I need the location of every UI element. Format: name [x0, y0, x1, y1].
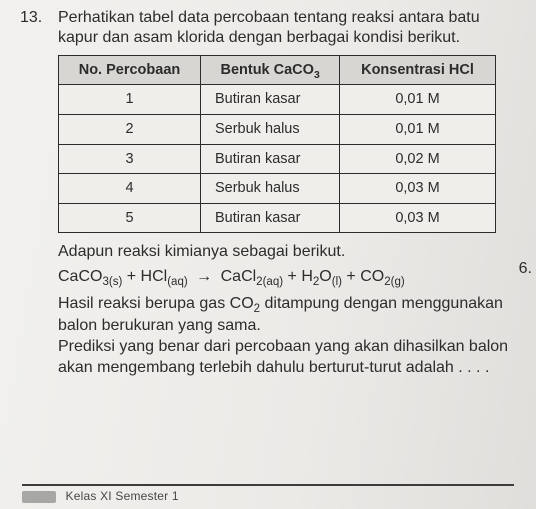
cell-no: 2: [59, 115, 201, 145]
arrow-icon: →: [192, 268, 216, 285]
cell-no: 4: [59, 174, 201, 204]
question-intro: Perhatikan tabel data percobaan tentang …: [58, 8, 514, 49]
reaction-equation: CaCO3(s) + HCl(aq) → CaCl2(aq) + H2O(l) …: [58, 266, 514, 287]
after-line-2: Hasil reaksi berupa gas CO2 ditampung de…: [58, 293, 514, 335]
col-header-bentuk-sub: 3: [314, 70, 320, 81]
col-header-konsentrasi: Konsentrasi HCl: [340, 55, 496, 85]
eq-term: HCl: [141, 268, 168, 285]
eq-sub: 2(aq): [256, 277, 283, 289]
cell-kons: 0,01 M: [340, 115, 496, 145]
cell-kons: 0,03 M: [340, 203, 496, 233]
eq-sub: (l): [332, 277, 342, 289]
after-line-1: Adapun reaksi kimianya sebagai berikut.: [58, 241, 514, 262]
page-footer: Kelas XI Semester 1: [22, 484, 514, 503]
col-header-no: No. Percobaan: [59, 55, 201, 85]
footer-mark-icon: [22, 491, 56, 503]
cell-no: 5: [59, 203, 201, 233]
eq-sub: 3(s): [102, 277, 122, 289]
eq-sub: 2(g): [384, 277, 404, 289]
eq-plus: +: [346, 268, 360, 285]
after-line-3: Prediksi yang benar dari percobaan yang …: [58, 336, 514, 378]
eq-sub: (aq): [167, 277, 187, 289]
cell-kons: 0,03 M: [340, 174, 496, 204]
cell-kons: 0,01 M: [340, 85, 496, 115]
col-header-bentuk-text: Bentuk CaCO: [220, 62, 313, 78]
after-line-2a: Hasil reaksi berupa gas CO: [58, 295, 254, 312]
eq-term: CaCl: [221, 268, 257, 285]
cell-bentuk: Butiran kasar: [200, 144, 339, 174]
cell-bentuk: Butiran kasar: [200, 85, 339, 115]
cell-kons: 0,02 M: [340, 144, 496, 174]
col-header-bentuk: Bentuk CaCO3: [200, 55, 339, 85]
cell-bentuk: Serbuk halus: [200, 115, 339, 145]
eq-term: H: [301, 268, 313, 285]
cell-bentuk: Butiran kasar: [200, 203, 339, 233]
table-row: 3 Butiran kasar 0,02 M: [59, 144, 496, 174]
eq-term: CaCO: [58, 268, 102, 285]
eq-term: CO: [360, 268, 384, 285]
experiment-table: No. Percobaan Bentuk CaCO3 Konsentrasi H…: [58, 55, 496, 233]
table-row: 4 Serbuk halus 0,03 M: [59, 174, 496, 204]
cell-no: 1: [59, 85, 201, 115]
table-row: 5 Butiran kasar 0,03 M: [59, 203, 496, 233]
table-row: 2 Serbuk halus 0,01 M: [59, 115, 496, 145]
cell-bentuk: Serbuk halus: [200, 174, 339, 204]
table-header-row: No. Percobaan Bentuk CaCO3 Konsentrasi H…: [59, 55, 496, 85]
side-question-number: 6.: [519, 260, 532, 278]
question-number: 13.: [20, 8, 44, 27]
eq-plus: +: [127, 268, 141, 285]
table-row: 1 Butiran kasar 0,01 M: [59, 85, 496, 115]
eq-term: O: [319, 268, 331, 285]
footer-text: Kelas XI Semester 1: [66, 489, 179, 503]
eq-plus: +: [288, 268, 302, 285]
cell-no: 3: [59, 144, 201, 174]
